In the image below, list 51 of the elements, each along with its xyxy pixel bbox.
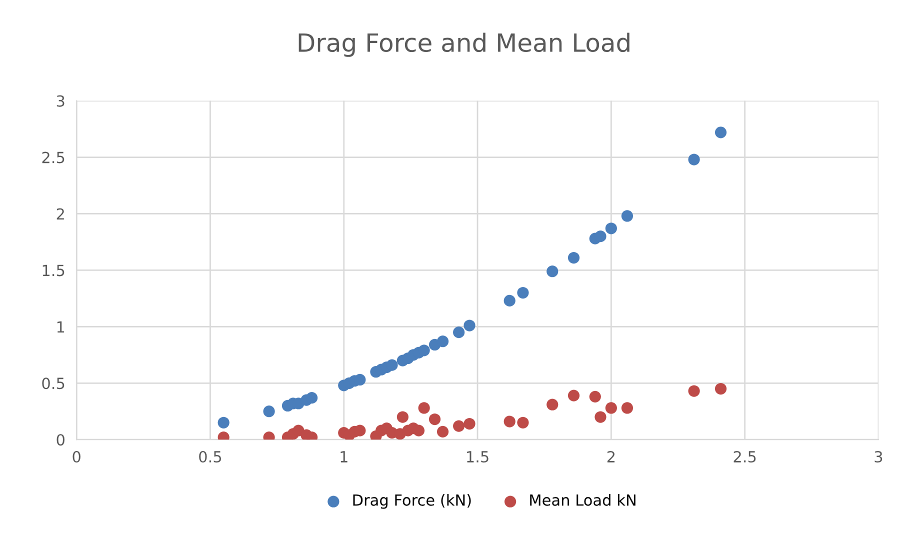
point bbox=[453, 326, 465, 338]
x-tick-label: 2.5 bbox=[734, 450, 756, 463]
y-tick-label: 1.5 bbox=[42, 264, 64, 276]
point bbox=[546, 398, 558, 410]
point bbox=[714, 126, 727, 138]
x-tick-label: 1.5 bbox=[467, 451, 488, 463]
point bbox=[418, 402, 430, 414]
x-tick-label: 0 bbox=[72, 450, 80, 463]
point bbox=[504, 294, 516, 306]
point bbox=[396, 411, 408, 423]
point bbox=[218, 416, 230, 428]
legend-label: Mean Load kN bbox=[530, 494, 636, 506]
point bbox=[386, 359, 398, 371]
point bbox=[464, 418, 476, 430]
point bbox=[594, 230, 606, 242]
y-tick-label: 2 bbox=[56, 208, 64, 220]
y-tick-label: 3 bbox=[56, 95, 64, 107]
legend-label: Drag Force (kN) bbox=[353, 494, 471, 509]
point bbox=[621, 402, 634, 414]
y-tick-label: 1 bbox=[57, 321, 64, 332]
point bbox=[412, 424, 425, 436]
x-tick-label: 1 bbox=[340, 451, 348, 462]
point bbox=[504, 416, 516, 428]
point bbox=[464, 320, 476, 332]
point bbox=[688, 154, 700, 166]
point bbox=[589, 390, 601, 402]
point bbox=[306, 392, 318, 404]
chart-title: Drag Force and Mean Load bbox=[298, 32, 630, 57]
point bbox=[546, 266, 558, 278]
point bbox=[605, 222, 617, 234]
point bbox=[568, 252, 580, 264]
point bbox=[418, 344, 430, 356]
point bbox=[263, 406, 275, 418]
point bbox=[714, 382, 727, 395]
y-tick-label: 2.5 bbox=[42, 152, 64, 164]
point bbox=[428, 413, 441, 426]
point bbox=[605, 402, 617, 414]
point bbox=[688, 385, 700, 397]
point bbox=[594, 411, 606, 423]
point bbox=[436, 426, 449, 438]
point bbox=[436, 336, 449, 348]
x-tick-label: 3 bbox=[874, 450, 882, 463]
y-tick-label: 0 bbox=[56, 434, 64, 446]
x-tick-label: 0.5 bbox=[199, 450, 222, 463]
point bbox=[517, 416, 529, 428]
x-tick-label: 2 bbox=[607, 450, 615, 462]
point bbox=[568, 390, 580, 402]
point bbox=[517, 286, 529, 299]
y-tick-label: 0.5 bbox=[42, 378, 64, 390]
point bbox=[621, 210, 634, 222]
point bbox=[453, 420, 465, 432]
